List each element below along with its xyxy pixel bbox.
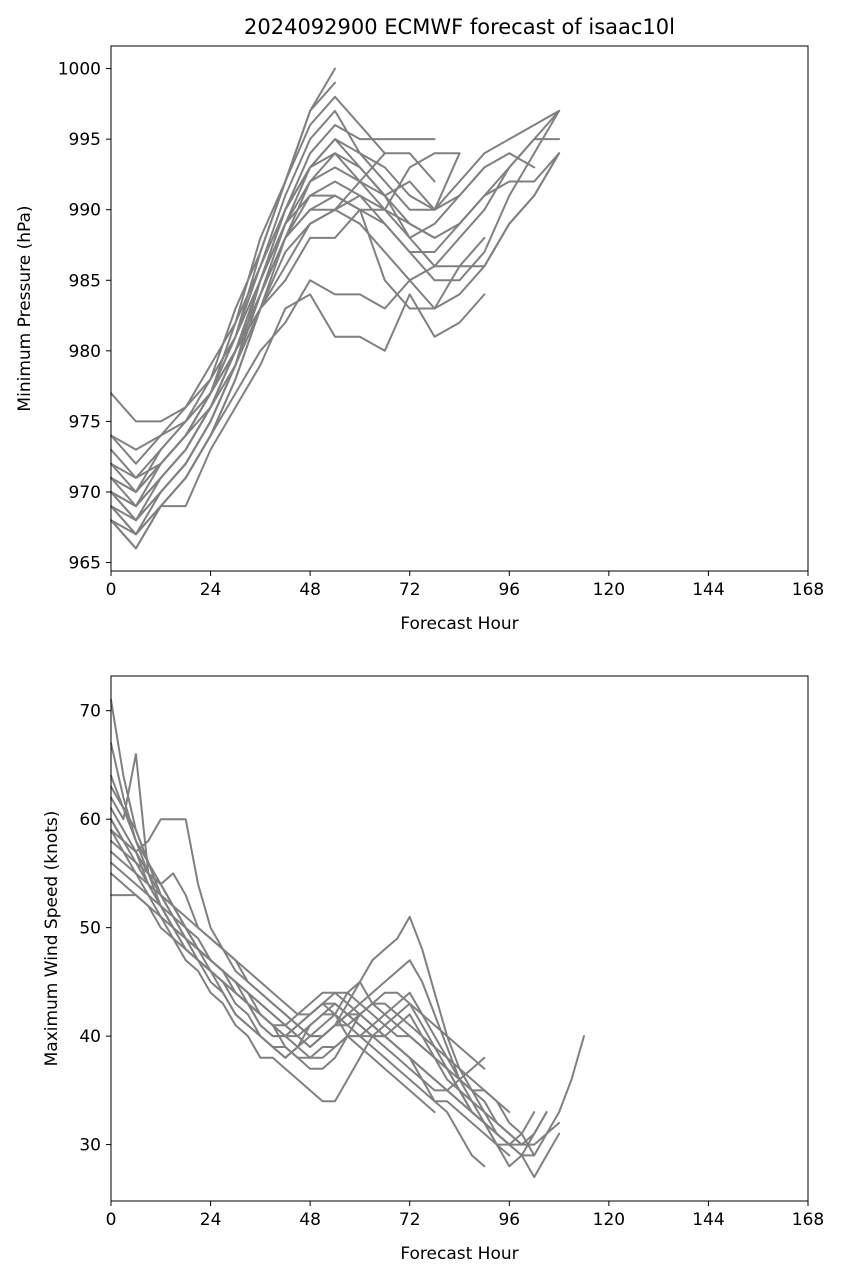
x-tick-label: 96	[498, 580, 520, 600]
ensemble-member-line-14	[110, 208, 486, 508]
ensemble-member-line-19	[110, 152, 436, 522]
x-tick-label: 168	[792, 1210, 824, 1230]
y-tick-label: 40	[79, 1027, 101, 1047]
ensemble-member-line-9	[110, 152, 536, 508]
axes-frame	[110, 675, 809, 1202]
x-axis-label: Forecast Hour	[400, 1244, 518, 1264]
y-tick-label: 965	[69, 554, 101, 574]
ensemble-member-line-4	[110, 818, 548, 1146]
x-axis-label: Forecast Hour	[400, 614, 518, 634]
ensemble-member-line-16	[110, 293, 486, 550]
x-tick-label: 120	[593, 1210, 625, 1230]
x-tick-label: 24	[200, 580, 222, 600]
wind-speed-plot: 0 24 48 72 96 120 144 168 30 40 50 60 70 Forecast Hou…	[42, 675, 824, 1264]
y-tick-label: 990	[69, 201, 101, 221]
y-tick-label: 975	[69, 412, 101, 432]
y-tick-label: 970	[69, 483, 101, 503]
ensemble-member-line-18	[110, 194, 436, 493]
x-tick-label: 0	[106, 1210, 117, 1230]
y-tick-label: 995	[69, 130, 101, 150]
ensemble-member-line-8	[110, 861, 523, 1146]
ensemble-member-line-13	[110, 785, 436, 1114]
x-tick-label: 0	[106, 580, 117, 600]
y-tick-label: 60	[79, 810, 101, 830]
ensemble-member-line-1	[110, 67, 336, 423]
x-tick-label: 120	[593, 580, 625, 600]
y-tick-label: 50	[79, 919, 101, 939]
chart-title: 2024092900 ECMWF forecast of isaac10l	[244, 15, 675, 39]
x-tick-label: 144	[692, 580, 724, 600]
y-tick-label: 980	[69, 342, 101, 362]
ensemble-member-line-15	[110, 152, 561, 536]
x-tick-label: 144	[692, 1210, 724, 1230]
ensemble-member-line-11	[110, 829, 486, 1103]
ensemble-member-line-12	[110, 152, 561, 493]
pressure-plot: 0 24 48 72 96 120 144 168 965 970 975 980 985 990 995 1…	[15, 15, 824, 634]
x-tick-label: 168	[792, 580, 824, 600]
x-tick-label: 48	[299, 580, 321, 600]
ensemble-member-line-3	[110, 95, 386, 493]
ensemble-member-line-9	[110, 818, 511, 1157]
ensemble-member-line-1	[110, 698, 585, 1157]
y-tick-label: 30	[79, 1136, 101, 1156]
x-tick-label: 24	[200, 1210, 222, 1230]
x-tick-label: 96	[498, 1210, 520, 1230]
y-axis-label: Minimum Pressure (hPa)	[15, 205, 35, 411]
y-tick-label: 985	[69, 271, 101, 291]
ensemble-member-line-15	[110, 872, 536, 1146]
x-tick-label: 72	[399, 580, 421, 600]
x-tick-label: 48	[299, 1210, 321, 1230]
axes-frame	[110, 45, 809, 572]
y-tick-label: 70	[79, 702, 101, 722]
ensemble-member-line-17	[110, 138, 561, 465]
x-tick-label: 72	[399, 1210, 421, 1230]
ensemble-member-line-6	[110, 138, 486, 536]
y-axis-label: Maximum Wind Speed (knots)	[42, 811, 62, 1067]
y-tick-label: 1000	[58, 60, 101, 80]
